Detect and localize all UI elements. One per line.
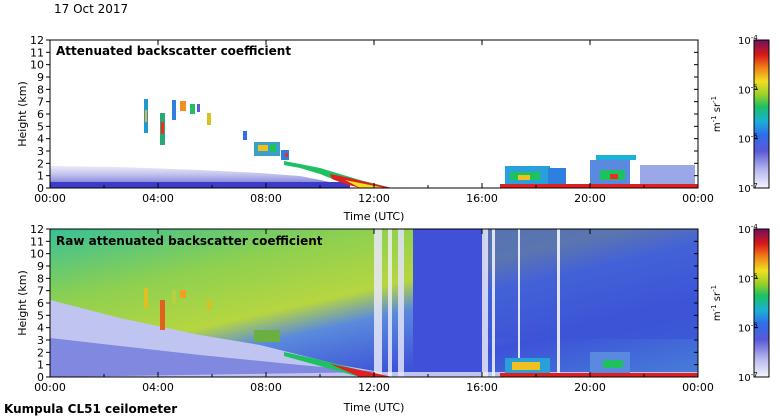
y-tick-label: 8 <box>37 83 44 96</box>
y-tick-label: 10 <box>30 59 44 72</box>
y-tick-label: 2 <box>37 157 44 170</box>
x-tick-label: 08:00 <box>250 192 282 205</box>
y-tick-label: 8 <box>37 272 44 285</box>
mid-level-cloud-late-morning <box>243 131 289 160</box>
colorbar-bottom: 10-4 10-5 10-6 10-7 m-1 sr-1 <box>710 223 770 384</box>
x-tick-label: 16:00 <box>466 381 498 394</box>
cloud-base-strong <box>330 174 392 188</box>
colorbar-tick-label: 10-6 <box>738 322 758 335</box>
y-tick-label: 0 <box>37 182 44 195</box>
colorbar-bottom-units: m-1 sr-1 <box>710 285 723 321</box>
evening-low-cloud <box>500 155 698 188</box>
y-tick-label: 5 <box>37 120 44 133</box>
colorbar-bottom-labels: 10-4 10-5 10-6 10-7 <box>738 223 758 384</box>
y-tick-label: 10 <box>30 248 44 261</box>
x-tick-label: 00:00 <box>682 381 714 394</box>
colorbar-top-units: m-1 sr-1 <box>710 96 723 132</box>
panel1-y-label: Height (km) <box>16 81 29 147</box>
date-label: 17 Oct 2017 <box>54 2 129 16</box>
y-tick-label: 12 <box>30 34 44 47</box>
y-tick-label: 11 <box>30 46 44 59</box>
y-tick-label: 9 <box>37 71 44 84</box>
y-tick-label: 7 <box>37 96 44 109</box>
x-tick-label: 00:00 <box>34 381 66 394</box>
panel1-plot-area <box>50 40 698 188</box>
noise-stripes <box>374 229 560 377</box>
panel2-plot-area <box>50 229 698 377</box>
x-tick-label: 00:00 <box>34 192 66 205</box>
panel-attenuated-backscatter: Attenuated backscatter coefficient 01234… <box>16 34 714 223</box>
colorbar-top-labels: 10-4 10-5 10-6 10-7 <box>738 34 758 195</box>
raw-cloud-features <box>144 288 698 377</box>
x-tick-label: 04:00 <box>142 192 174 205</box>
panel2-y-label: Height (km) <box>16 270 29 336</box>
x-tick-label: 12:00 <box>358 381 390 394</box>
colorbar-tick-label: 10-5 <box>738 272 758 285</box>
x-tick-label: 00:00 <box>682 192 714 205</box>
panel2-x-axis: 00:00 04:00 08:00 12:00 16:00 20:00 00:00 <box>34 229 714 394</box>
y-tick-label: 2 <box>37 346 44 359</box>
panel1-x-axis: 00:00 04:00 08:00 12:00 16:00 20:00 00:00 <box>34 40 714 205</box>
colorbar-tick-label: 10-4 <box>738 223 758 236</box>
colorbar-top: 10-4 10-5 10-6 10-7 m-1 sr-1 <box>710 34 770 195</box>
y-tick-label: 1 <box>37 359 44 372</box>
y-tick-label: 6 <box>37 108 44 121</box>
panel1-title: Attenuated backscatter coefficient <box>56 44 291 58</box>
y-tick-label: 3 <box>37 334 44 347</box>
y-tick-label: 11 <box>30 235 44 248</box>
x-tick-label: 04:00 <box>142 381 174 394</box>
colorbar-tick-label: 10-5 <box>738 83 758 96</box>
noise-region-evening <box>485 229 698 339</box>
y-tick-label: 6 <box>37 297 44 310</box>
x-tick-label: 16:00 <box>466 192 498 205</box>
x-tick-label: 20:00 <box>574 381 606 394</box>
surface-layer <box>50 182 350 188</box>
y-tick-label: 12 <box>30 223 44 236</box>
colorbar-tick-label: 10-7 <box>738 371 758 384</box>
panel-raw-attenuated-backscatter: Raw attenuated backscatter coefficient 0… <box>16 223 714 414</box>
y-tick-label: 7 <box>37 285 44 298</box>
x-tick-label: 12:00 <box>358 192 390 205</box>
boundary-layer-raw <box>50 338 380 377</box>
colorbar-tick-label: 10-4 <box>738 34 758 47</box>
noise-region-afternoon <box>413 229 485 377</box>
y-tick-label: 3 <box>37 145 44 158</box>
instrument-label: Kumpula CL51 ceilometer <box>4 402 178 416</box>
x-tick-label: 20:00 <box>574 192 606 205</box>
panel2-title: Raw attenuated backscatter coefficient <box>56 234 323 248</box>
y-tick-label: 9 <box>37 260 44 273</box>
y-tick-label: 5 <box>37 309 44 322</box>
x-tick-label: 08:00 <box>250 381 282 394</box>
y-tick-label: 0 <box>37 371 44 384</box>
descending-cloud-layer <box>284 161 392 188</box>
colorbar-top-gradient <box>753 39 770 189</box>
y-tick-label: 4 <box>37 133 44 146</box>
y-tick-label: 4 <box>37 322 44 335</box>
cloud-base-yellow <box>345 180 385 188</box>
colorbar-tick-label: 10-7 <box>738 182 758 195</box>
panel1-x-label: Time (UTC) <box>343 210 405 223</box>
colorbar-bottom-gradient <box>753 228 770 378</box>
y-tick-label: 1 <box>37 170 44 183</box>
panel2-x-label: Time (UTC) <box>343 401 405 414</box>
colorbar-tick-label: 10-6 <box>738 133 758 146</box>
mid-level-cloud-morning <box>144 99 211 145</box>
